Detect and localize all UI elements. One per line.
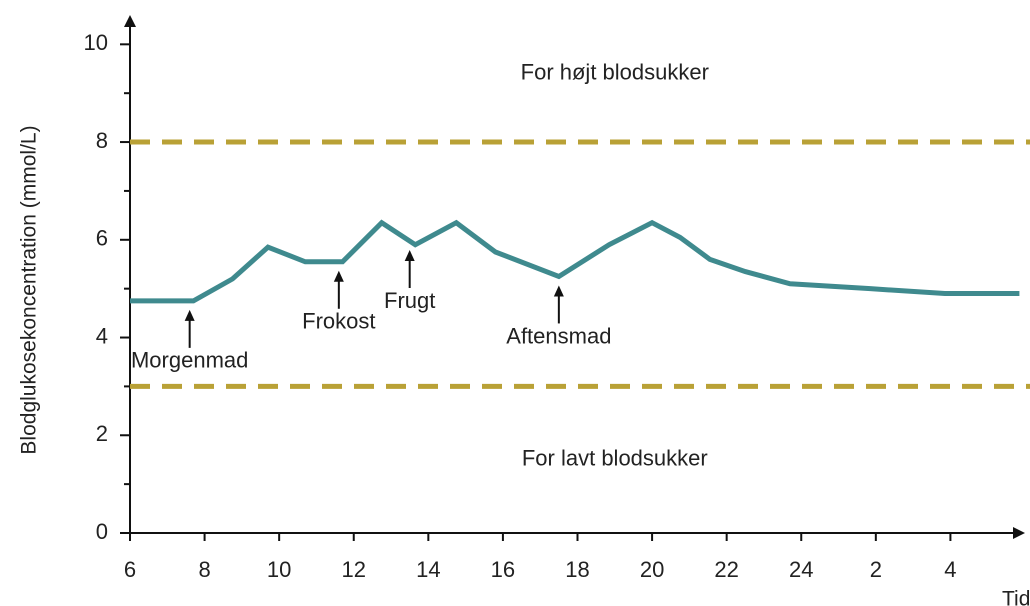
y-tick-label: 8 <box>96 128 108 153</box>
annotation-arrowhead <box>333 270 344 282</box>
x-tick-label: 22 <box>714 557 738 582</box>
x-tick-label: 4 <box>944 557 956 582</box>
x-tick-label: 14 <box>416 557 440 582</box>
y-tick-label: 0 <box>96 519 108 544</box>
x-tick-label: 24 <box>789 557 813 582</box>
x-tick-label: 20 <box>640 557 664 582</box>
x-tick-label: 18 <box>565 557 589 582</box>
x-tick-label: 6 <box>124 557 136 582</box>
x-tick-label: 12 <box>342 557 366 582</box>
y-axis-arrow <box>124 15 136 27</box>
x-axis-label: Tid <box>1002 588 1030 606</box>
y-tick-label: 4 <box>96 323 108 348</box>
annotation-arrowhead <box>553 285 564 297</box>
annotation-label: Frokost <box>302 309 375 334</box>
annotation-label: Frugt <box>384 288 435 313</box>
x-tick-label: 16 <box>491 557 515 582</box>
y-axis-label: Blodglukosekoncentration (mmol/L) <box>18 125 41 454</box>
x-tick-label: 10 <box>267 557 291 582</box>
annotation-label: Morgenmad <box>131 348 248 373</box>
region-label: For lavt blodsukker <box>522 446 708 471</box>
y-tick-label: 10 <box>84 30 108 55</box>
x-axis-arrow <box>1013 527 1025 539</box>
annotation-arrowhead <box>404 250 415 262</box>
region-label: For højt blodsukker <box>521 59 709 84</box>
annotation-label: Aftensmad <box>506 323 611 348</box>
x-tick-label: 2 <box>870 557 882 582</box>
data-line <box>130 219 1020 304</box>
y-tick-label: 2 <box>96 421 108 446</box>
y-tick-label: 6 <box>96 226 108 251</box>
annotation-arrowhead <box>184 309 195 321</box>
x-tick-label: 8 <box>198 557 210 582</box>
